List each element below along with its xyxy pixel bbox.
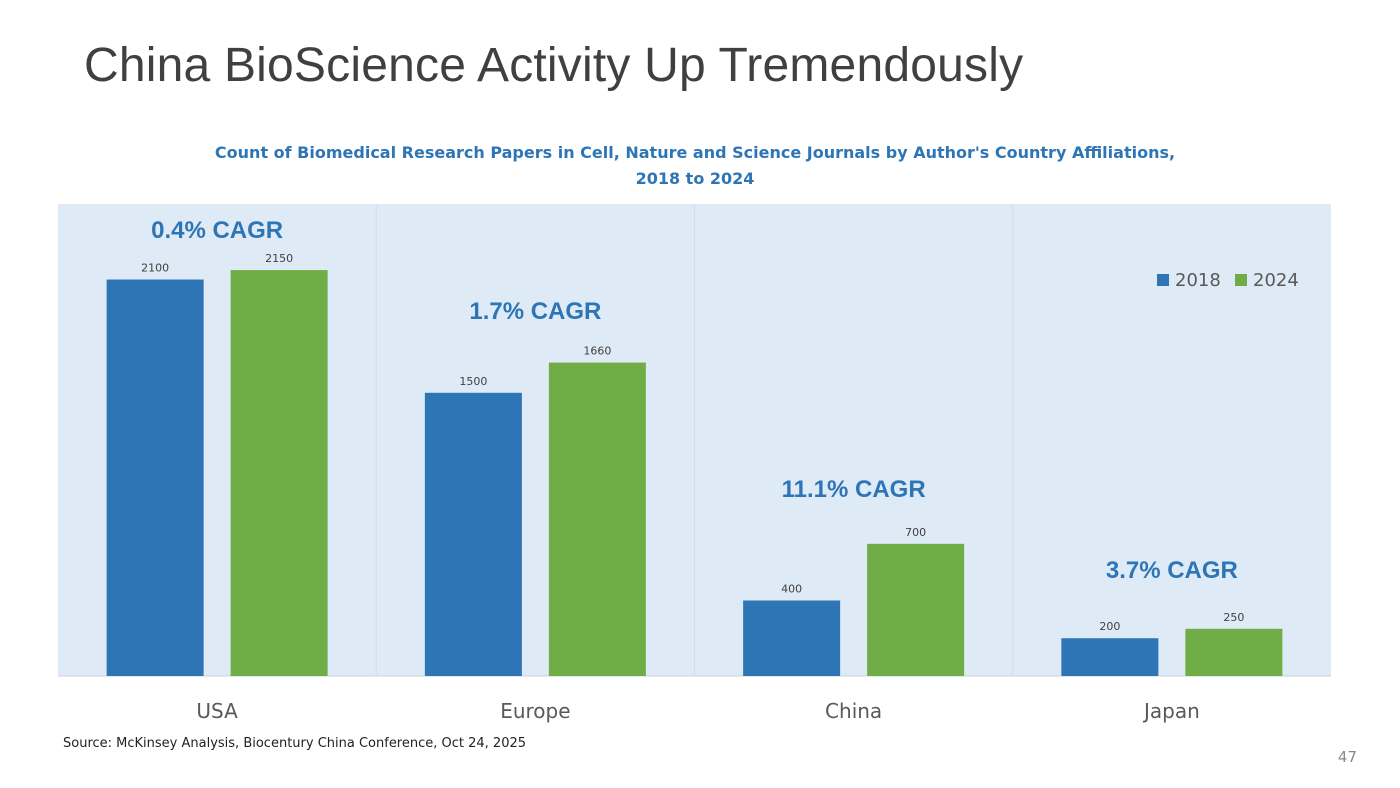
bar-2018-china <box>743 600 841 676</box>
cagr-annotation: 1.7% CAGR <box>469 298 601 325</box>
x-tick-label: Europe <box>500 699 570 723</box>
cagr-annotation: 0.4% CAGR <box>151 217 283 244</box>
legend-swatch-2024 <box>1235 274 1247 286</box>
data-label: 700 <box>905 526 926 539</box>
bar-2024-japan <box>1185 628 1283 676</box>
data-label: 200 <box>1099 620 1120 633</box>
bar-2018-japan <box>1061 638 1159 676</box>
data-label: 2100 <box>141 262 169 275</box>
cagr-annotation: 3.7% CAGR <box>1106 557 1238 584</box>
legend-swatch-2018 <box>1157 274 1169 286</box>
chart-subtitle: 2018 to 2024 <box>635 169 755 188</box>
bar-2024-china <box>867 543 965 676</box>
bar-2024-usa <box>230 270 328 676</box>
bar-2018-europe <box>424 392 522 676</box>
bar-2024-europe <box>548 362 646 676</box>
cagr-annotation: 11.1% CAGR <box>782 476 926 503</box>
chart-title: Count of Biomedical Research Papers in C… <box>214 143 1176 162</box>
x-tick-label: Japan <box>1142 699 1200 723</box>
slide-title: China BioScience Activity Up Tremendousl… <box>84 39 1024 92</box>
legend-label: 2024 <box>1253 270 1299 291</box>
page-number: 47 <box>1337 748 1357 766</box>
chart-title-block: Count of Biomedical Research Papers in C… <box>0 140 1390 192</box>
legend-label: 2018 <box>1175 270 1221 291</box>
x-tick-label: USA <box>196 699 238 723</box>
data-label: 400 <box>781 582 802 595</box>
data-label: 1500 <box>459 375 487 388</box>
data-label: 250 <box>1223 611 1244 624</box>
bar-2018-usa <box>106 279 204 676</box>
data-label: 1660 <box>583 345 611 358</box>
data-label: 2150 <box>265 252 293 265</box>
x-tick-label: China <box>825 699 882 723</box>
source-note: Source: McKinsey Analysis, Biocentury Ch… <box>63 736 527 751</box>
